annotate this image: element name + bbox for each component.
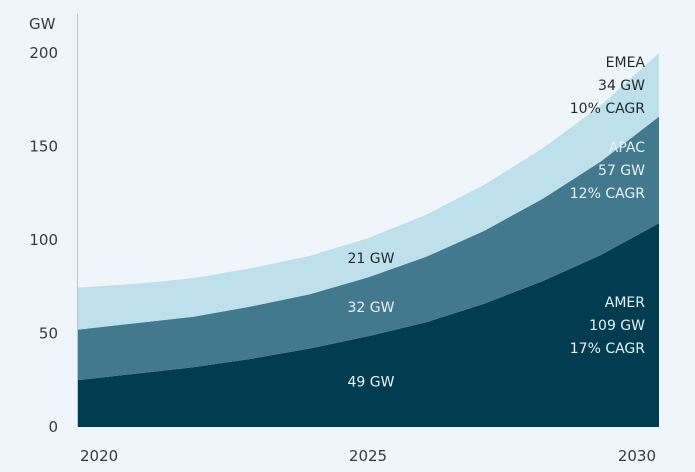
- series-mid-label-amer: 49 GW: [348, 375, 395, 391]
- area-emea: [77, 53, 659, 330]
- y-tick-label: 200: [29, 44, 58, 62]
- y-axis-unit-label: GW: [29, 15, 56, 33]
- y-tick-label: 150: [29, 138, 58, 156]
- x-axis-ticks: 2020 2025 2030: [80, 447, 656, 465]
- series-end-label-emea: EMEA: [606, 55, 646, 71]
- series-labels: 49 GW AMER 109 GW 17% CAGR 32 GW APAC 57 GW 12%…: [348, 55, 646, 391]
- series-end-label-apac: 57 GW: [598, 163, 645, 179]
- series-end-label-emea: 10% CAGR: [570, 101, 646, 117]
- series-end-label-amer: 109 GW: [589, 318, 645, 334]
- series-end-label-amer: AMER: [605, 295, 646, 311]
- y-tick-label: 50: [39, 325, 58, 343]
- series-end-label-apac: 12% CAGR: [570, 186, 646, 202]
- x-tick-label: 2020: [80, 447, 118, 465]
- area-layers: [77, 53, 659, 427]
- series-end-label-emea: 34 GW: [598, 78, 645, 94]
- series-mid-label-apac: 32 GW: [348, 300, 395, 316]
- area-apac: [77, 116, 659, 381]
- series-end-label-apac: APAC: [609, 140, 645, 156]
- y-tick-label: 100: [29, 231, 58, 249]
- series-end-label-amer: 17% CAGR: [570, 341, 646, 357]
- y-tick-label: 0: [48, 418, 58, 436]
- x-tick-label: 2030: [618, 447, 656, 465]
- area-amer: [77, 223, 659, 427]
- y-axis-ticks: 0 50 100 150 200: [29, 44, 58, 436]
- series-mid-label-emea: 21 GW: [348, 251, 395, 267]
- x-tick-label: 2025: [349, 447, 387, 465]
